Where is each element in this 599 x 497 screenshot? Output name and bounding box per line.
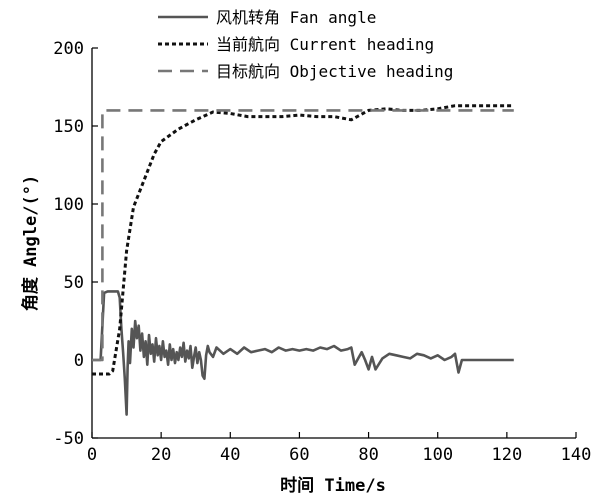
x-tick-label: 120 [491, 445, 522, 465]
y-tick-label: 0 [74, 351, 84, 371]
legend-label-3: 目标航向 Objective heading [216, 62, 453, 81]
x-tick-label: 0 [87, 445, 97, 465]
series-line-3 [92, 109, 514, 362]
x-tick-label: 140 [561, 445, 592, 465]
x-tick-label: 40 [220, 445, 240, 465]
x-tick-label: 60 [289, 445, 309, 465]
series-line-1 [92, 290, 514, 416]
series-layer [92, 104, 514, 416]
x-tick-label: 100 [422, 445, 453, 465]
y-tick-label: -50 [53, 429, 84, 449]
legend-label-1: 风机转角 Fan angle [216, 8, 376, 27]
x-tick-label: 20 [151, 445, 171, 465]
y-tick-label: 150 [53, 117, 84, 137]
y-tick-label: 50 [64, 273, 84, 293]
x-axis-label: 时间 Time/s [280, 475, 386, 496]
legend-label-2: 当前航向 Current heading [216, 35, 434, 54]
y-axis-label: 角度 Angle/(°) [20, 175, 41, 311]
y-tick-label: 100 [53, 195, 84, 215]
x-tick-label: 80 [358, 445, 378, 465]
series-line-2 [92, 104, 514, 376]
legend: 风机转角 Fan angle 当前航向 Current heading 目标航向 O… [158, 8, 453, 81]
y-tick-label: 200 [53, 39, 84, 59]
